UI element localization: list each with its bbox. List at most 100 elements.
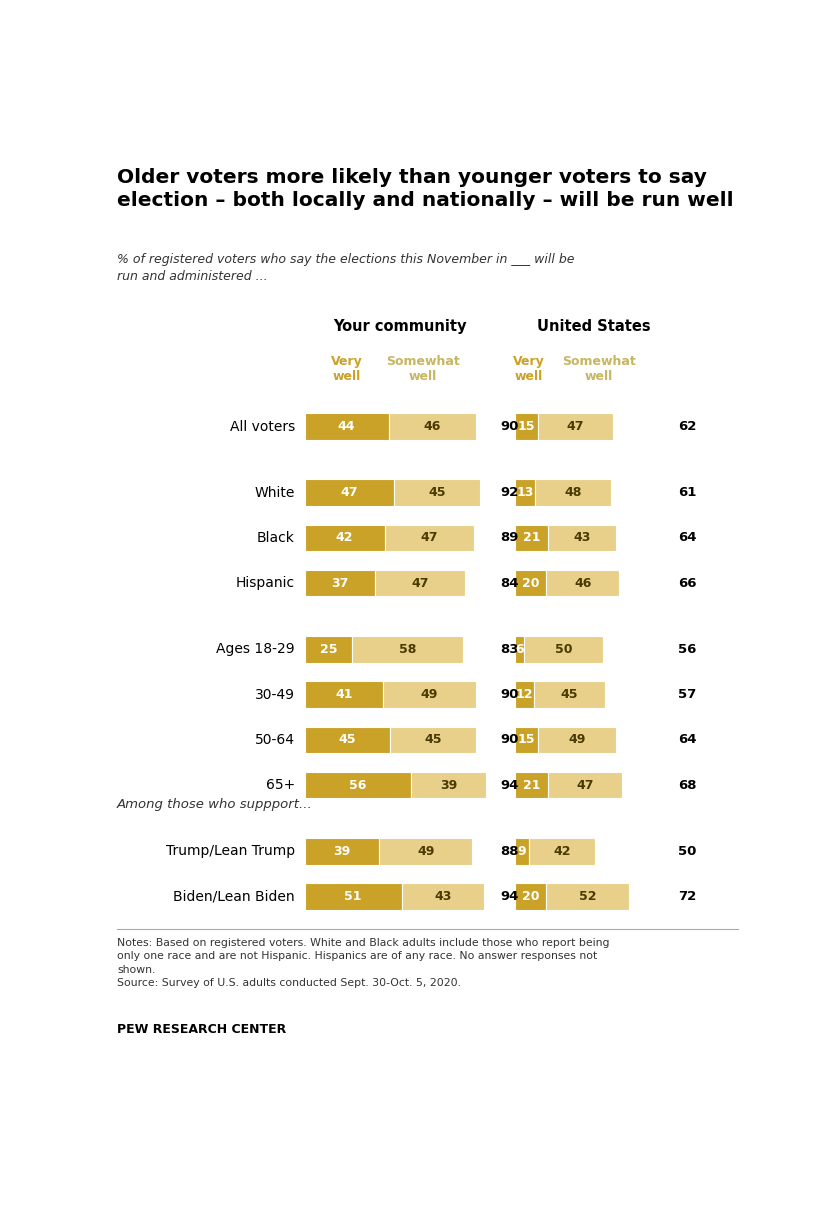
FancyBboxPatch shape [535,479,611,506]
Text: 68: 68 [678,779,696,792]
Text: 48: 48 [565,487,582,499]
Text: 83: 83 [500,642,519,656]
Text: Very
well: Very well [331,354,363,383]
FancyBboxPatch shape [394,479,480,506]
Text: 50-64: 50-64 [255,733,295,747]
Text: 66: 66 [678,576,696,590]
FancyBboxPatch shape [515,636,525,662]
Text: 50: 50 [678,845,696,858]
Text: Ages 18-29: Ages 18-29 [216,642,295,656]
Text: 45: 45 [339,733,356,747]
FancyBboxPatch shape [304,839,379,864]
Text: 56: 56 [678,642,696,656]
FancyBboxPatch shape [304,479,394,506]
FancyBboxPatch shape [515,570,546,597]
FancyBboxPatch shape [304,636,352,662]
Text: Your community: Your community [334,319,467,333]
FancyBboxPatch shape [304,525,384,552]
FancyBboxPatch shape [515,839,529,864]
Text: 43: 43 [435,890,451,904]
FancyBboxPatch shape [539,413,613,440]
Text: All voters: All voters [229,419,295,434]
Text: 47: 47 [421,531,438,544]
FancyBboxPatch shape [304,570,375,597]
Text: 41: 41 [335,688,353,701]
Text: Among those who suppport...: Among those who suppport... [117,798,313,812]
Text: 30-49: 30-49 [255,688,295,701]
FancyBboxPatch shape [548,772,622,798]
FancyBboxPatch shape [304,682,383,707]
Text: 47: 47 [340,487,358,499]
Text: 89: 89 [500,531,519,544]
Text: 61: 61 [678,487,696,499]
FancyBboxPatch shape [515,525,548,552]
FancyBboxPatch shape [352,636,463,662]
Text: 57: 57 [678,688,696,701]
Text: 72: 72 [678,890,696,904]
Text: 51: 51 [344,890,362,904]
Text: Trump/Lean Trump: Trump/Lean Trump [166,845,295,858]
Text: Older voters more likely than younger voters to say
election – both locally and : Older voters more likely than younger vo… [117,168,734,211]
Text: 94: 94 [500,779,519,792]
FancyBboxPatch shape [375,570,465,597]
Text: 42: 42 [554,845,571,858]
Text: 21: 21 [523,779,540,792]
FancyBboxPatch shape [390,727,476,753]
FancyBboxPatch shape [539,727,616,753]
Text: 90: 90 [500,421,519,433]
Text: 64: 64 [678,531,696,544]
Text: 47: 47 [411,576,429,590]
Text: 6: 6 [515,642,524,656]
Text: White: White [254,485,295,500]
FancyBboxPatch shape [379,839,472,864]
FancyBboxPatch shape [304,413,389,440]
FancyBboxPatch shape [525,636,603,662]
Text: Hispanic: Hispanic [236,576,295,590]
Text: PEW RESEARCH CENTER: PEW RESEARCH CENTER [117,1024,286,1036]
FancyBboxPatch shape [515,682,534,707]
FancyBboxPatch shape [402,884,484,910]
FancyBboxPatch shape [515,479,535,506]
Text: 44: 44 [338,421,355,433]
Text: 62: 62 [678,421,696,433]
Text: 20: 20 [522,576,540,590]
Text: 45: 45 [425,733,442,747]
Text: 25: 25 [319,642,337,656]
FancyBboxPatch shape [546,884,629,910]
FancyBboxPatch shape [304,727,390,753]
Text: 20: 20 [522,890,540,904]
Text: 46: 46 [574,576,591,590]
Text: 50: 50 [555,642,572,656]
Text: Black: Black [257,531,295,544]
FancyBboxPatch shape [384,525,475,552]
Text: 94: 94 [500,890,519,904]
Text: Notes: Based on registered voters. White and Black adults include those who repo: Notes: Based on registered voters. White… [117,938,610,988]
Text: 58: 58 [399,642,416,656]
FancyBboxPatch shape [515,772,548,798]
Text: 39: 39 [440,779,457,792]
Text: 49: 49 [421,688,438,701]
FancyBboxPatch shape [411,772,485,798]
FancyBboxPatch shape [548,525,616,552]
Text: 56: 56 [349,779,367,792]
Text: 45: 45 [560,688,578,701]
Text: 37: 37 [331,576,349,590]
Text: 45: 45 [429,487,446,499]
Text: % of registered voters who say the elections this November in ___ will be
run an: % of registered voters who say the elect… [117,253,575,283]
FancyBboxPatch shape [383,682,476,707]
FancyBboxPatch shape [389,413,476,440]
FancyBboxPatch shape [304,772,411,798]
Text: 21: 21 [523,531,540,544]
Text: 90: 90 [500,688,519,701]
Text: Somewhat
well: Somewhat well [562,354,636,383]
Text: 39: 39 [333,845,350,858]
Text: 90: 90 [500,733,519,747]
Text: 65+: 65+ [266,779,295,792]
Text: 12: 12 [515,688,533,701]
Text: Somewhat
well: Somewhat well [386,354,460,383]
Text: 42: 42 [336,531,354,544]
Text: 49: 49 [417,845,435,858]
Text: 88: 88 [500,845,519,858]
Text: 64: 64 [678,733,696,747]
FancyBboxPatch shape [529,839,595,864]
